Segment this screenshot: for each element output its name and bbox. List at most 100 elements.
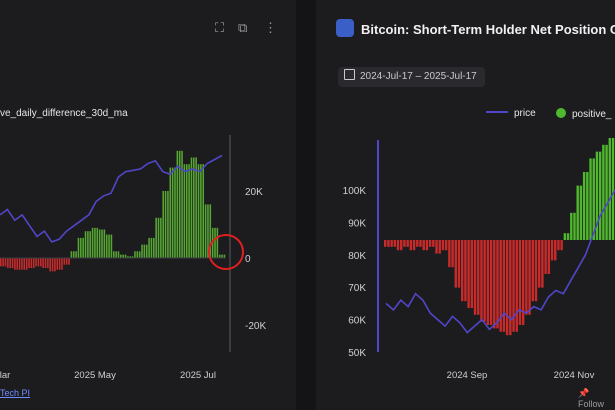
- bar-0-2: [4, 258, 7, 267]
- bar-17-0: [120, 254, 122, 258]
- bar-13-0: [91, 227, 94, 258]
- x-tick-label-0: 2024 Sep: [447, 370, 488, 381]
- bar-20-2: [145, 244, 148, 258]
- bar-8-0: [435, 240, 438, 254]
- bar-22-1: [528, 240, 531, 315]
- bar-2-1: [16, 258, 19, 270]
- bar-29-0: [204, 204, 207, 258]
- bar-14-0: [98, 229, 101, 258]
- bar-16-2: [117, 251, 120, 258]
- more-vertical-icon[interactable]: ⋮: [264, 20, 277, 35]
- bar-25-0: [176, 150, 179, 258]
- y-tick-label-3: 70K: [348, 283, 366, 294]
- bar-11-0: [454, 240, 457, 288]
- legend-item-positive[interactable]: positive_: [556, 108, 611, 120]
- bar-34-1: [605, 144, 608, 240]
- bar-24-0: [538, 240, 541, 288]
- bar-6-2: [47, 258, 49, 269]
- bar-5-2: [40, 258, 42, 267]
- bar-11-1: [80, 237, 82, 258]
- bar-16-0: [113, 251, 115, 258]
- bar-19-2: [138, 251, 141, 258]
- bar-21-0: [518, 240, 522, 325]
- bar-18-0: [127, 256, 129, 258]
- bar-7-1: [51, 258, 54, 272]
- bar-4-0: [28, 258, 30, 269]
- bar-21-1: [150, 237, 153, 258]
- y-tick-label-2: 80K: [348, 251, 366, 262]
- y2-tick-label-0: 20K: [245, 187, 263, 198]
- bar-13-0: [467, 240, 470, 308]
- bar-5-0: [35, 258, 37, 267]
- bar-18-2: [131, 256, 134, 258]
- bar-10-1: [451, 240, 454, 268]
- y2-tick-label-2: -20K: [245, 321, 266, 332]
- bar-12-0: [461, 240, 464, 302]
- bar-27-1: [560, 240, 563, 251]
- bar-35-0: [608, 138, 611, 240]
- highlight-circle: [208, 234, 244, 270]
- bar-19-0: [505, 240, 509, 336]
- bar-9-2: [68, 258, 70, 265]
- bar-31-0: [582, 172, 586, 240]
- bar-21-0: [148, 237, 150, 258]
- bar-5-1: [419, 240, 422, 247]
- footer-link[interactable]: Tech PI: [0, 388, 31, 398]
- bar-31-1: [221, 254, 223, 258]
- x-tick-label-1: 2025 May: [74, 370, 116, 381]
- bar-7-1: [432, 240, 435, 247]
- bar-18-1: [129, 256, 132, 258]
- left-chart: 20K 0 -20K lar 2025 May 2025 Jul: [0, 135, 266, 381]
- legend-item-price[interactable]: price: [486, 108, 536, 119]
- bar-29-2: [209, 204, 212, 258]
- bar-3-0: [403, 240, 406, 247]
- fullscreen-icon[interactable]: ⛶: [215, 20, 225, 35]
- bar-25-1: [178, 150, 181, 258]
- bar-31-2: [223, 254, 226, 258]
- footer-follow[interactable]: 📌Follow: [578, 388, 605, 409]
- bar-1-2: [11, 258, 14, 269]
- bar-18-1: [502, 240, 506, 332]
- bar-15-0: [480, 240, 483, 322]
- bar-9-0: [63, 258, 66, 265]
- bar-3-1: [406, 240, 409, 247]
- bar-32-1: [592, 158, 595, 240]
- bar-28-0: [563, 233, 567, 240]
- bar-27-0: [557, 240, 560, 251]
- bar-28-2: [202, 164, 205, 258]
- bar-12-0: [84, 231, 87, 258]
- bar-23-2: [167, 191, 169, 258]
- bar-0-1: [2, 258, 4, 267]
- bar-19-1: [136, 251, 139, 258]
- bar-20-1: [143, 244, 146, 258]
- bar-6-1: [44, 258, 47, 269]
- bar-25-1: [547, 240, 551, 274]
- bar-12-1: [464, 240, 467, 302]
- bar-26-1: [185, 164, 188, 258]
- bar-13-2: [96, 227, 99, 258]
- bar-14-1: [101, 229, 103, 258]
- x-tick-label-1: 2024 Nov: [554, 370, 595, 381]
- bar-24-2: [174, 167, 176, 258]
- bar-20-1: [515, 240, 518, 332]
- date-range-picker[interactable]: 2024-Jul-17 – 2025-Jul-17: [338, 67, 485, 87]
- bar-4-1: [30, 258, 33, 269]
- bar-14-1: [477, 240, 480, 315]
- bar-10-1: [72, 251, 75, 258]
- price-line: [0, 154, 223, 243]
- bar-24-1: [171, 167, 174, 258]
- bar-24-1: [541, 240, 544, 288]
- bar-0-1: [387, 240, 390, 247]
- bar-5-0: [416, 240, 419, 247]
- bar-14-2: [103, 229, 106, 258]
- bar-32-0: [589, 158, 592, 240]
- bar-27-0: [190, 157, 193, 258]
- bar-2-1: [400, 240, 403, 251]
- external-link-icon[interactable]: ⧉: [238, 20, 248, 35]
- bar-21-2: [153, 237, 155, 258]
- bar-1-0: [7, 258, 9, 269]
- y-tick-label-5: 50K: [348, 348, 366, 359]
- chart-title: Bitcoin: Short-Term Holder Net Position …: [361, 22, 615, 37]
- bar-21-1: [521, 240, 525, 325]
- bar-9-1: [444, 240, 448, 251]
